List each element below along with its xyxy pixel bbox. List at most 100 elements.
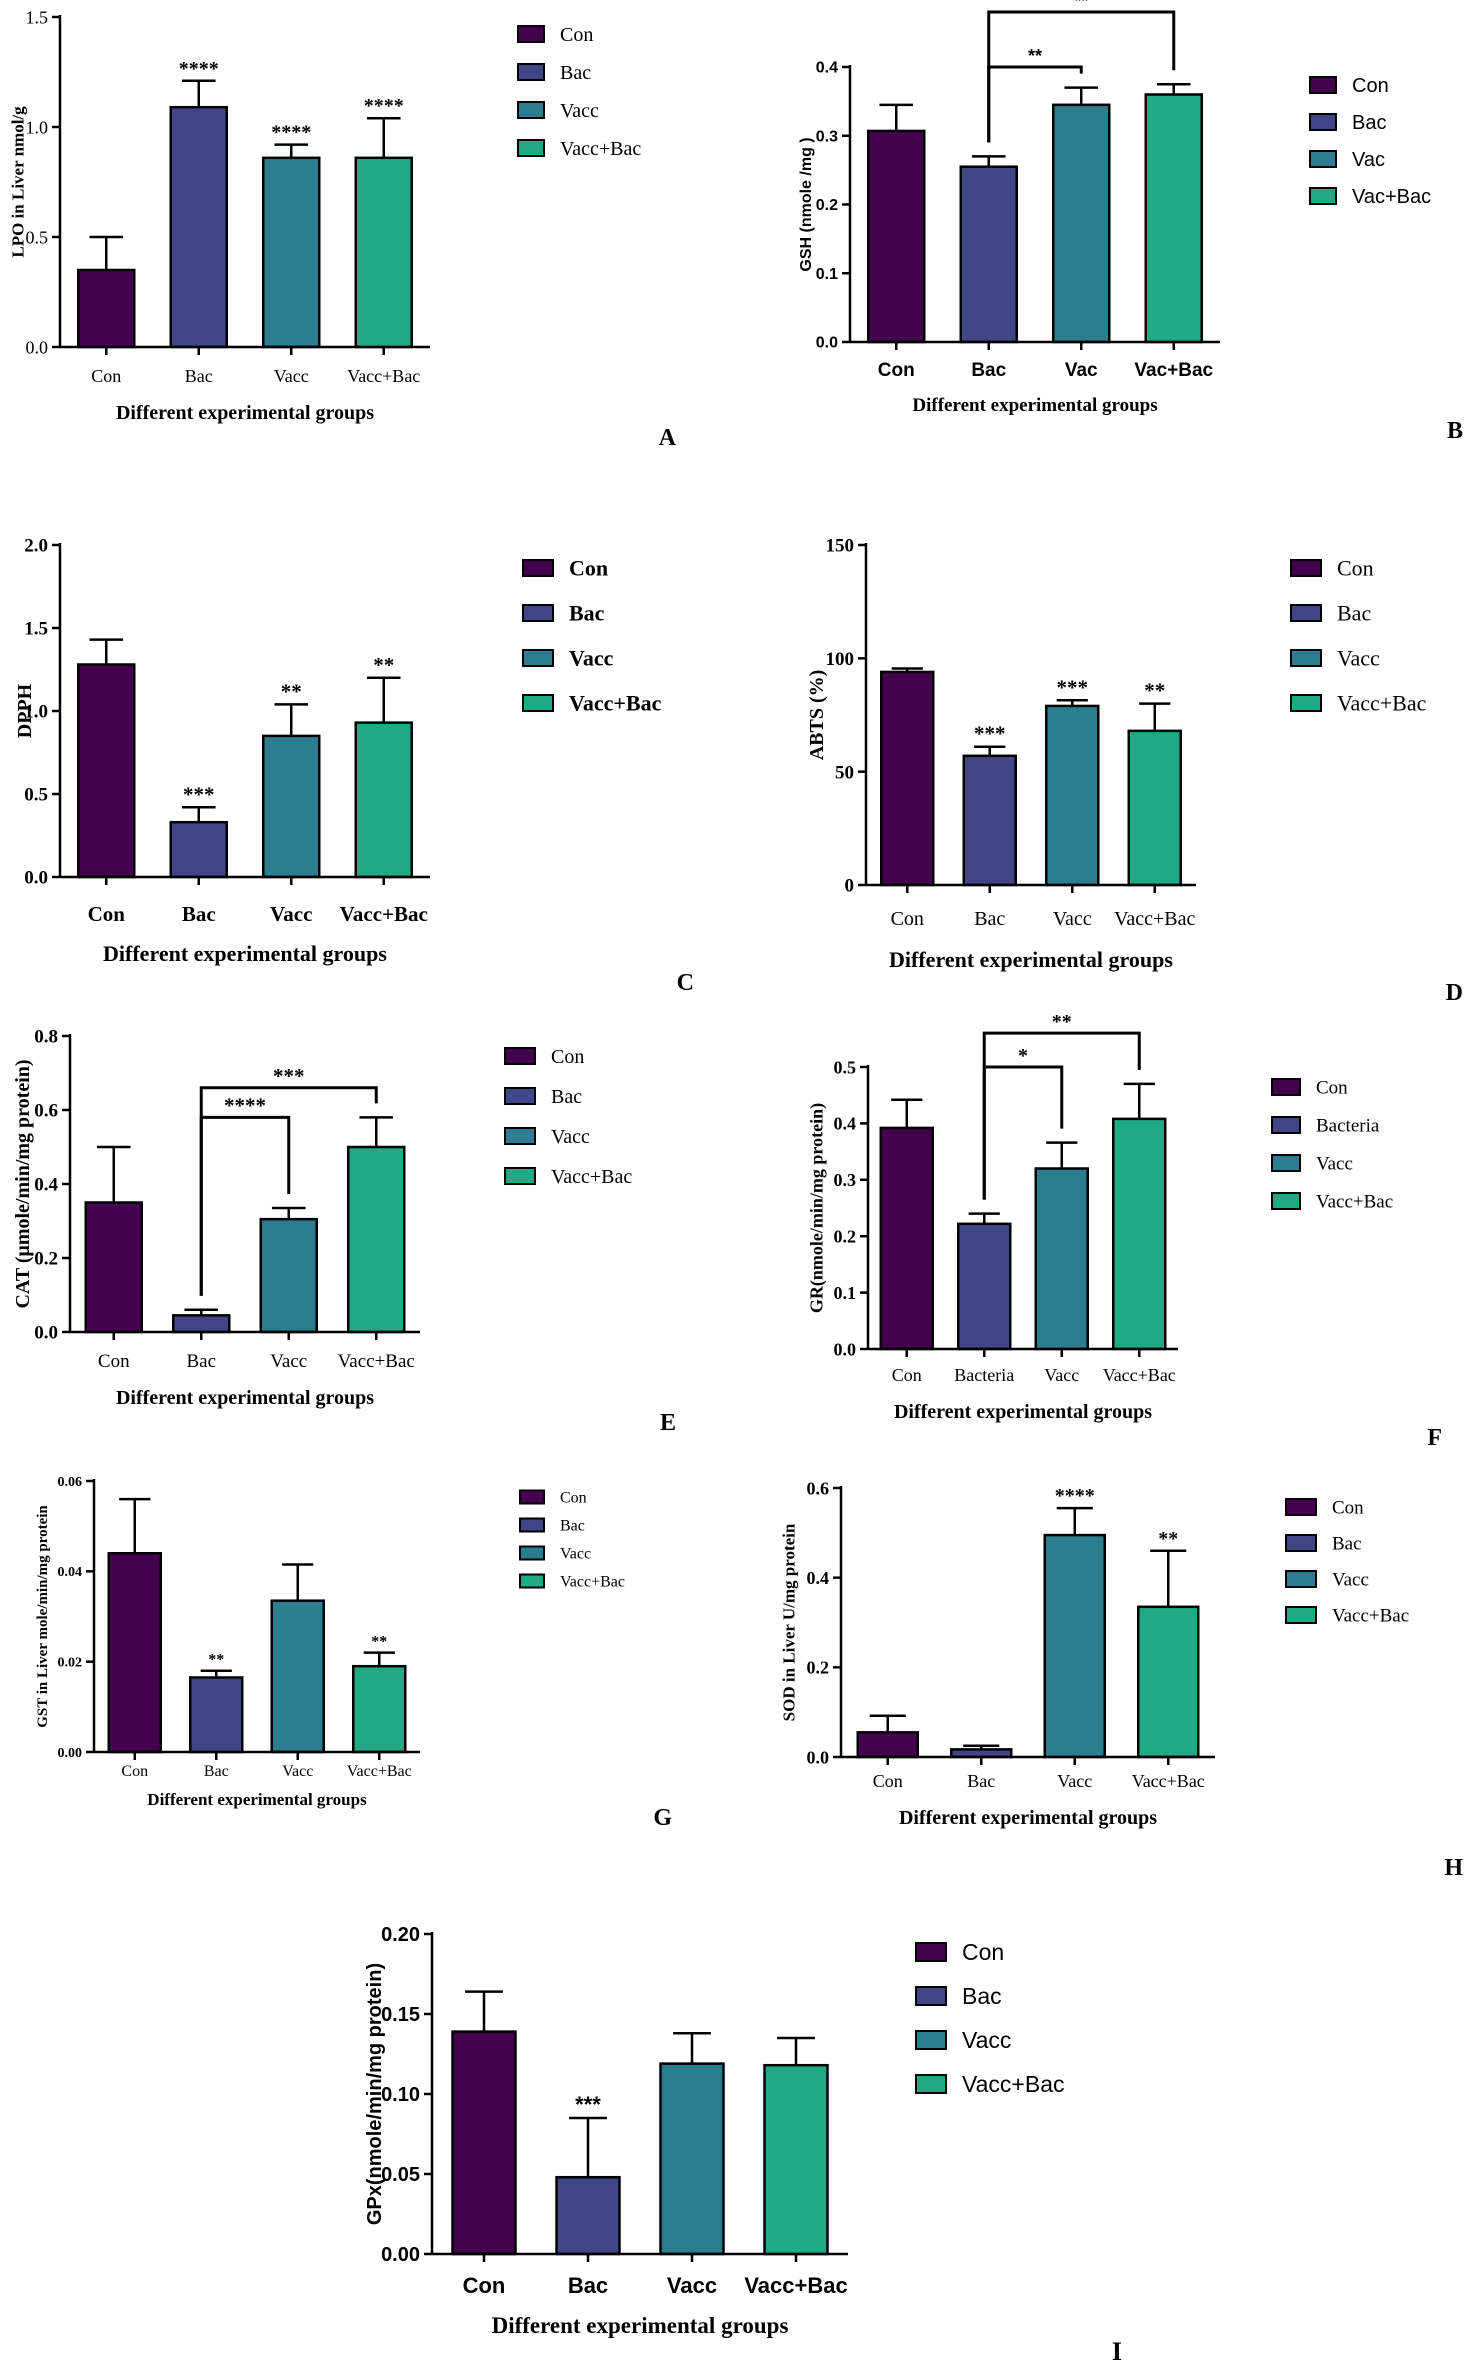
x-axis-label: Different experimental groups (492, 2313, 789, 2338)
legend-swatch-1 (522, 604, 554, 622)
legend-swatch-3 (1309, 187, 1337, 205)
x-axis-label: Different experimental groups (894, 1401, 1152, 1423)
significance-label-3: ** (371, 1634, 387, 1651)
x-tick-label: Con (463, 2273, 506, 2298)
significance-label-3: ** (373, 653, 394, 677)
y-tick-label: 0.15 (381, 2004, 420, 2026)
legend-swatch-3 (504, 1167, 536, 1185)
y-tick-label: 0.1 (834, 1283, 857, 1303)
bar-c-3 (354, 721, 413, 879)
y-axis-label: CAT (μmole/min/mg protein) (12, 1059, 34, 1308)
significance-label-2: *** (1057, 675, 1089, 699)
y-tick-label: 0.4 (816, 60, 838, 77)
comparison-bracket (987, 10, 1176, 143)
chart-panel-a: **** **** **** 0.0 0.5 1.0 1.5 Con Bac Vacc Vacc+B… (9, 7, 677, 451)
legend-swatch-3 (522, 694, 554, 712)
y-tick-label: 0.1 (816, 266, 838, 283)
x-axis-label: Different experimental groups (103, 941, 387, 966)
x-tick-label: Vacc (1053, 908, 1092, 930)
legend-label-1: Bac (1352, 112, 1386, 134)
chart-panel-e: 0.0 0.2 0.4 0.6 0.8 Con Bac Vacc Vacc+Bac Differe… (12, 1027, 676, 1436)
bar-c-0 (77, 663, 136, 879)
legend-swatch-2 (522, 649, 554, 667)
y-tick-label: 0.5 (24, 785, 48, 806)
x-tick-label: Bacteria (954, 1365, 1014, 1385)
x-tick-label: Vacc+Bac (1114, 908, 1195, 930)
x-tick-label: Con (873, 1771, 903, 1791)
legend-swatch-3 (517, 139, 545, 157)
y-tick-label: 0.10 (381, 2084, 420, 2106)
significance-label-1: *** (974, 722, 1006, 746)
x-tick-label: Bac (974, 908, 1005, 930)
y-tick-label: 0.2 (816, 197, 838, 214)
bar-c-1 (169, 820, 228, 879)
legend-swatch-1 (1309, 113, 1337, 131)
significance-label-2: **** (1055, 1485, 1095, 1507)
y-axis-label: GR(nmole/min/mg protein) (806, 1103, 827, 1313)
y-tick-label: 0.8 (34, 1027, 58, 1048)
legend-label-2: Vacc (560, 100, 599, 122)
x-tick-label: Vacc (282, 1763, 313, 1780)
bar-c-2 (262, 734, 321, 879)
x-axis-label: Different experimental groups (889, 947, 1173, 972)
bar-a-1 (169, 105, 228, 349)
y-tick-label: 0.2 (834, 1227, 857, 1247)
y-tick-label: 0.2 (807, 1658, 830, 1678)
x-tick-label: Vacc (1057, 1771, 1092, 1791)
legend-label-0: Con (560, 1490, 587, 1507)
legend-swatch-2 (1271, 1154, 1301, 1172)
legend-swatch-1 (1285, 1534, 1317, 1552)
legend-swatch-2 (504, 1127, 536, 1145)
bar-h-3 (1137, 1605, 1200, 1759)
legend-label-2: Vacc (551, 1126, 590, 1148)
y-axis-label: LPO in Liver nmol/g (9, 106, 28, 258)
y-tick-label: 0.04 (58, 1565, 83, 1580)
y-tick-label: 0.06 (58, 1475, 83, 1490)
y-tick-label: 0.4 (834, 1114, 857, 1134)
x-tick-label: Vacc+Bac (338, 1351, 415, 1372)
legend-label-0: Con (1332, 1498, 1364, 1519)
y-tick-label: 0.5 (834, 1057, 857, 1077)
significance-label-3: ** (1144, 679, 1165, 703)
legend-label-3: Vacc+Bac (569, 691, 662, 716)
y-tick-label: 0.3 (816, 128, 838, 145)
legend-swatch-1 (504, 1087, 536, 1105)
legend-swatch-1 (519, 1517, 545, 1533)
legend-swatch-0 (522, 559, 554, 577)
bar-g-2 (270, 1599, 325, 1754)
x-tick-label: Vac+Bac (1134, 360, 1213, 381)
legend-label-3: Vacc+Bac (1332, 1606, 1409, 1627)
y-tick-label: 0.0 (26, 337, 49, 357)
legend-label-3: Vacc+Bac (1337, 691, 1427, 716)
bracket-significance-label: ** (1028, 46, 1042, 66)
bar-f-3 (1112, 1117, 1167, 1351)
legend-swatch-0 (1271, 1078, 1301, 1096)
bar-f-1 (957, 1222, 1012, 1351)
x-tick-label: Bac (967, 1771, 995, 1791)
bar-b-3 (1144, 93, 1203, 344)
legend-swatch-1 (1271, 1116, 1301, 1134)
bracket-significance-label: * (1018, 1045, 1028, 1067)
bar-b-0 (867, 129, 926, 344)
comparison-bracket (199, 1086, 378, 1296)
y-tick-label: 0.05 (381, 2164, 420, 2186)
bar-a-2 (262, 156, 321, 349)
x-tick-label: Con (892, 1365, 922, 1385)
legend-swatch-1 (517, 63, 545, 81)
bar-e-1 (172, 1314, 231, 1334)
legend-label-0: Con (1316, 1078, 1348, 1099)
legend-swatch-1 (1290, 604, 1322, 622)
bar-i-1 (555, 2175, 621, 2256)
x-axis-label: Different experimental groups (116, 402, 374, 424)
y-tick-label: 0.4 (34, 1175, 58, 1196)
x-tick-label: Vacc+Bac (1103, 1365, 1176, 1385)
panel-letter-i: I (1112, 2337, 1122, 2362)
bar-d-0 (880, 670, 935, 887)
x-tick-label: Vacc+Bac (1132, 1771, 1205, 1791)
x-tick-label: Vac (1065, 360, 1098, 381)
legend-swatch-0 (517, 25, 545, 43)
y-tick-label: 0.02 (58, 1656, 83, 1671)
significance-label-2: **** (271, 122, 311, 144)
